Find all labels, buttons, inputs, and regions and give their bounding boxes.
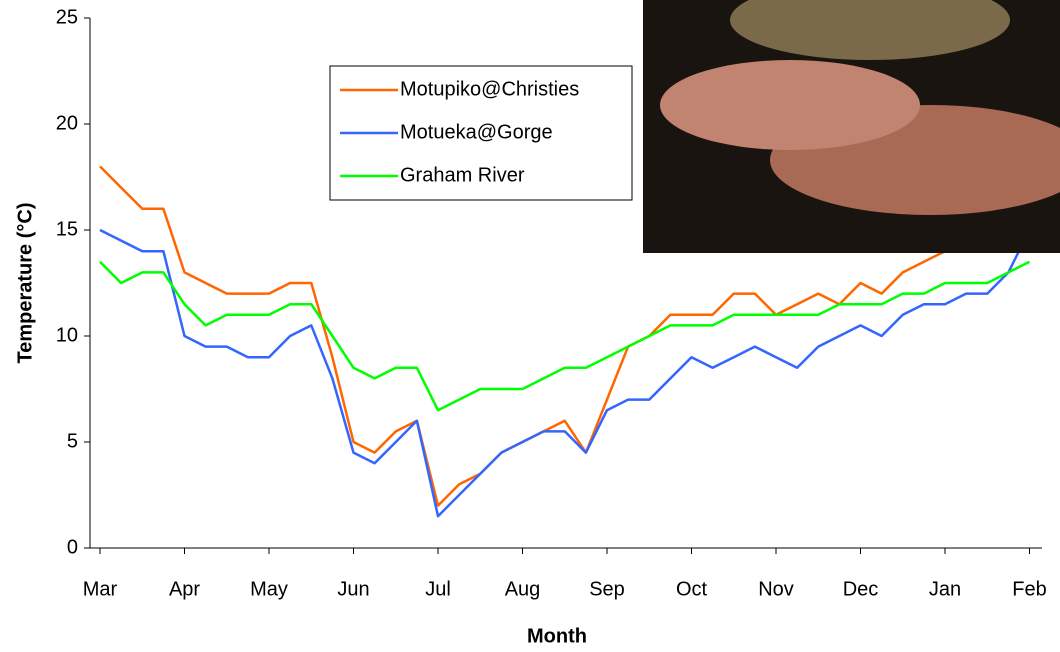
x-tick-label: Aug xyxy=(505,578,541,600)
photo-coil xyxy=(730,0,1010,60)
photo-inset xyxy=(643,0,1060,253)
legend-label: Motueka@Gorge xyxy=(400,121,553,143)
series-line xyxy=(99,228,1031,518)
x-tick-label: May xyxy=(250,578,288,600)
x-tick-label: Dec xyxy=(843,578,879,600)
y-tick-label: 15 xyxy=(56,218,78,240)
x-tick-label: Sep xyxy=(589,578,625,600)
y-tick-label: 5 xyxy=(67,430,78,452)
y-tick-label: 0 xyxy=(67,536,78,558)
x-tick-label: Apr xyxy=(169,578,200,600)
x-tick-label: Oct xyxy=(676,578,708,600)
legend-label: Motupiko@Christies xyxy=(400,78,579,100)
y-tick-label: 20 xyxy=(56,112,78,134)
series-line xyxy=(99,165,1031,507)
series-line xyxy=(99,260,1031,412)
x-tick-label: Nov xyxy=(758,578,794,600)
x-tick-label: Jun xyxy=(337,578,369,600)
x-tick-label: Mar xyxy=(83,578,118,600)
legend-label: Graham River xyxy=(400,164,525,186)
x-tick-label: Feb xyxy=(1012,578,1046,600)
y-tick-label: 25 xyxy=(56,6,78,28)
y-tick-label: 10 xyxy=(56,324,78,346)
y-axis-title: Temperature (°C) xyxy=(14,203,36,364)
x-tick-label: Jan xyxy=(929,578,961,600)
photo-finger xyxy=(660,60,920,150)
x-tick-label: Jul xyxy=(425,578,451,600)
x-axis-title: Month xyxy=(527,625,587,647)
